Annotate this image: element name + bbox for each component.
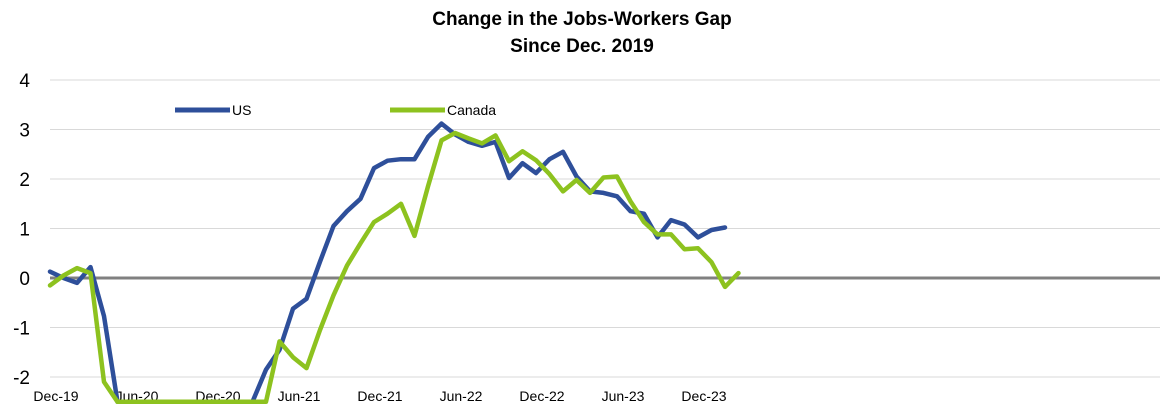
y-tick-label: 2: [19, 170, 30, 191]
x-tick-label: Jun-23: [602, 388, 645, 404]
chart-title-line-2: Since Dec. 2019: [510, 36, 654, 57]
legend: US Canada: [175, 102, 496, 118]
y-tick-label: -1: [13, 319, 30, 340]
x-tick-label: Jun-21: [278, 388, 321, 404]
chart-title-line-1: Change in the Jobs-Workers Gap: [432, 9, 731, 30]
series-line-us: [47, 121, 728, 405]
x-tick-label: Jun-22: [440, 388, 483, 404]
x-tick-label: Dec-19: [33, 388, 78, 404]
x-tick-label: Dec-22: [519, 388, 564, 404]
y-tick-label: 0: [19, 269, 30, 290]
series-lines: [47, 121, 741, 405]
y-tick-label: -2: [13, 368, 30, 389]
x-tick-label: Dec-23: [681, 388, 726, 404]
legend-label-canada: Canada: [447, 102, 496, 118]
gridlines: [50, 79, 1160, 378]
y-tick-label: 4: [19, 71, 30, 92]
legend-label-us: US: [232, 102, 251, 118]
x-tick-label: Dec-21: [357, 388, 402, 404]
y-tick-label: 1: [19, 220, 30, 241]
y-tick-label: 3: [19, 121, 30, 142]
series-line-canada: [47, 130, 741, 405]
y-axis-tick-labels: -2 -1 0 1 2 3 4: [13, 71, 30, 389]
